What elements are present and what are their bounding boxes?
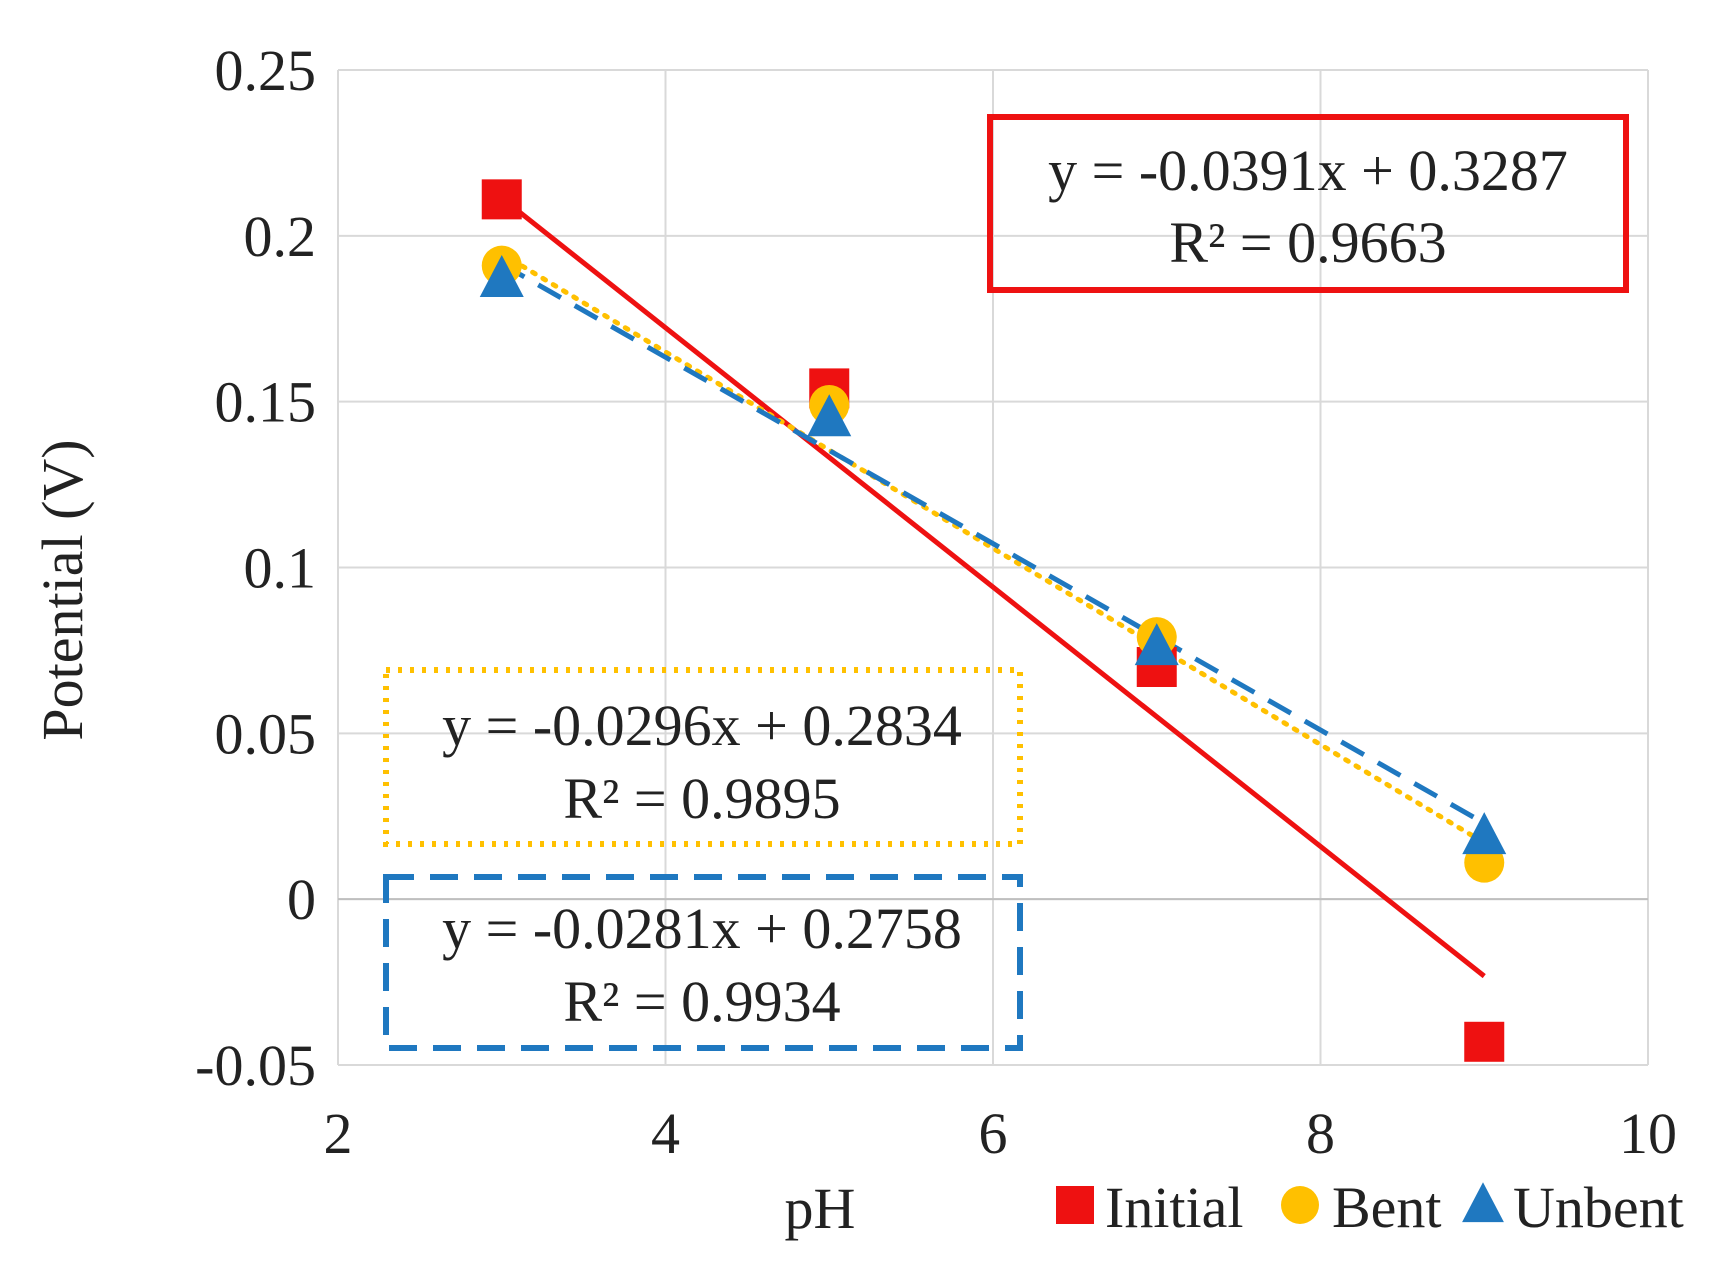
y-tick-label: 0 — [287, 867, 316, 932]
legend-marker-initial — [1056, 1186, 1094, 1224]
legend-label-bent: Bent — [1332, 1175, 1442, 1240]
trendlines — [499, 196, 1487, 979]
x-tick-label: 10 — [1619, 1101, 1677, 1166]
y-tick-label: 0.15 — [215, 370, 317, 435]
equation-box-initial — [987, 114, 1629, 293]
r2-text-bent: R² = 0.9895 — [563, 766, 840, 831]
x-tick-label: 4 — [651, 1101, 680, 1166]
legend-label-initial: Initial — [1105, 1175, 1244, 1240]
data-points — [479, 179, 1507, 1062]
equation-box-bent — [383, 667, 1023, 847]
x-axis-label: pH — [785, 1176, 856, 1241]
trendline-unbent — [500, 261, 1486, 826]
data-point-unbent — [1134, 623, 1179, 666]
tick-labels: 2 4 6 8 10 -0.05 0 0.05 0.1 0.15 0.2 0.25 — [195, 38, 1677, 1166]
data-point-initial — [481, 179, 522, 220]
data-point-unbent — [1462, 812, 1507, 855]
r2-text-unbent: R² = 0.9934 — [563, 969, 840, 1034]
r2-text-initial: R² = 0.9663 — [1169, 210, 1446, 275]
x-tick-label: 8 — [1306, 1101, 1335, 1166]
y-tick-label: 0.2 — [244, 204, 317, 269]
y-axis-label: Potential (V) — [30, 439, 95, 740]
data-point-unbent — [807, 394, 852, 437]
y-tick-label: 0.25 — [215, 38, 317, 103]
equation-text-bent: y = -0.0296x + 0.2834 — [442, 693, 962, 758]
legend-marker-unbent — [1462, 1182, 1504, 1223]
y-tick-label: 0.1 — [244, 536, 317, 601]
data-point-unbent — [479, 254, 524, 297]
y-tick-label: -0.05 — [195, 1033, 316, 1098]
equation-text-unbent: y = -0.0281x + 0.2758 — [442, 896, 962, 961]
trendline-initial — [500, 196, 1486, 979]
trendline-bent — [499, 251, 1487, 846]
equation-text-initial: y = -0.0391x + 0.3287 — [1048, 138, 1568, 203]
equation-boxes: y = -0.0391x + 0.3287 R² = 0.9663 y = -0.0… — [383, 114, 1629, 1051]
y-tick-label: 0.05 — [215, 701, 317, 766]
data-point-initial — [1464, 1021, 1505, 1062]
legend: Initial Bent Unbent — [1056, 1175, 1684, 1240]
equation-box-unbent — [383, 874, 1023, 1051]
legend-label-unbent: Unbent — [1513, 1175, 1684, 1240]
legend-marker-bent — [1281, 1186, 1319, 1224]
x-tick-label: 6 — [979, 1101, 1008, 1166]
x-tick-label: 2 — [324, 1101, 353, 1166]
